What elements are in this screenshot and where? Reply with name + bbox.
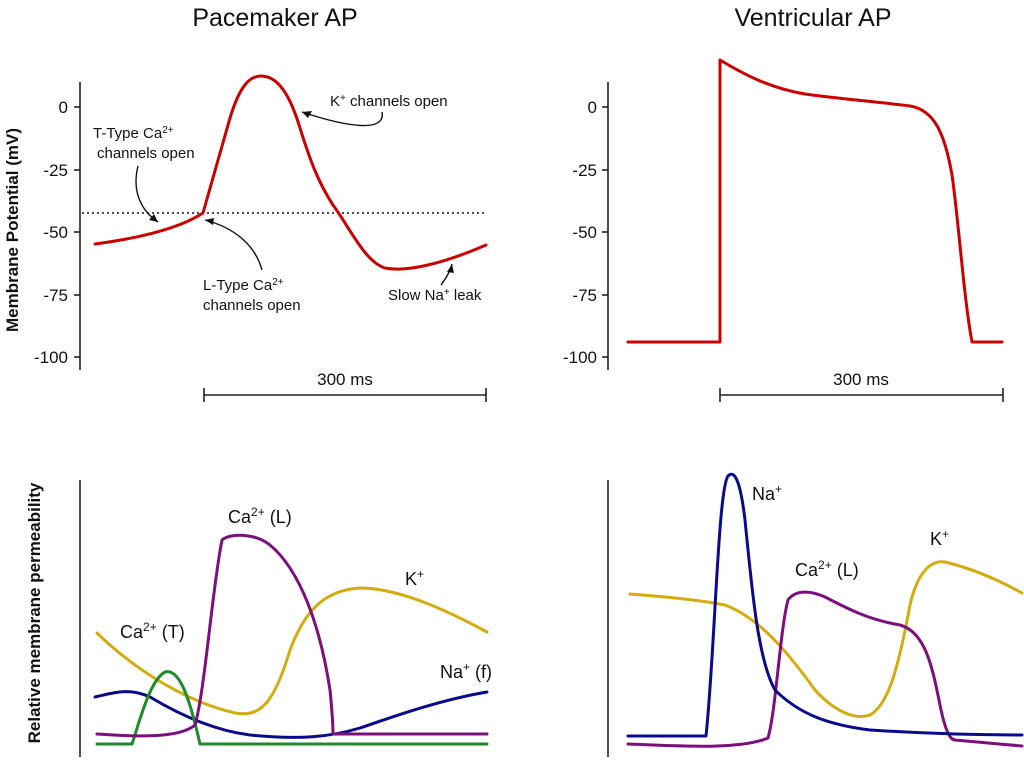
svg-text:300 ms: 300 ms <box>833 370 889 389</box>
pacemaker-ytick-4: -100 <box>34 348 68 367</box>
pacemaker-ca-t-curve <box>95 670 489 746</box>
label-ca-l: Ca2+ (L) <box>228 505 292 527</box>
pacemaker-ytick-0: 0 <box>59 98 68 117</box>
ventricular-ap-curve <box>626 58 1004 344</box>
svg-text:Na+: Na+ <box>752 482 782 504</box>
svg-text:Na+ (f): Na+ (f) <box>440 660 492 682</box>
pacemaker-title: Pacemaker AP <box>192 4 357 32</box>
permeability-axis-label: Relative membrane permeability <box>25 482 44 743</box>
ventricular-ytick-0: 0 <box>588 98 597 117</box>
ventricular-ytick-4: -100 <box>563 348 597 367</box>
svg-text:K+: K+ <box>405 567 424 589</box>
svg-text:300 ms: 300 ms <box>317 370 373 389</box>
pacemaker-ytick-2: -50 <box>43 223 68 242</box>
label-ca-t: Ca2+ (T) <box>120 620 185 642</box>
pacemaker-na-curve <box>93 690 489 739</box>
pacemaker-ap-curve <box>93 74 488 271</box>
ventricular-ytick-3: -75 <box>572 286 597 305</box>
svg-text:Slow Na+ leak: Slow Na+ leak <box>388 287 482 305</box>
ventricular-title: Ventricular AP <box>734 4 891 32</box>
svg-text:channels open: channels open <box>203 297 301 314</box>
ventricular-y-axis: 0 -25 -50 -75 -100 <box>563 82 609 370</box>
ventricular-scale-bar: 300 ms <box>719 370 1004 402</box>
ventricular-ca-l-curve <box>626 590 1024 748</box>
pacemaker-ytick-1: -25 <box>43 161 68 180</box>
svg-text:K+ channels open: K+ channels open <box>330 93 448 111</box>
pacemaker-scale-bar: 300 ms <box>203 370 487 402</box>
label-v-na: Na+ <box>752 482 782 504</box>
k-channels-annotation: K+ channels open <box>301 93 448 127</box>
pacemaker-ca-l-curve <box>95 533 489 738</box>
svg-text:channels open: channels open <box>97 145 195 162</box>
ventricular-ytick-1: -25 <box>572 161 597 180</box>
ventricular-na-curve <box>626 472 1024 738</box>
label-k: K+ <box>405 567 424 589</box>
membrane-potential-axis-label: Membrane Potential (mV) <box>3 128 22 332</box>
pacemaker-k-curve <box>95 586 489 716</box>
svg-text:Ca2+ (L): Ca2+ (L) <box>795 558 859 580</box>
l-type-annotation: L-Type Ca2+ channels open <box>203 218 301 314</box>
label-na-f: Na+ (f) <box>440 660 492 682</box>
svg-text:Ca2+ (T): Ca2+ (T) <box>120 620 185 642</box>
svg-text:Ca2+ (L): Ca2+ (L) <box>228 505 292 527</box>
ventricular-k-curve <box>628 560 1024 718</box>
t-type-annotation: T-Type Ca2+ channels open <box>93 125 195 223</box>
ventricular-ytick-2: -50 <box>572 223 597 242</box>
svg-text:T-Type Ca2+: T-Type Ca2+ <box>93 125 174 143</box>
label-v-ca-l: Ca2+ (L) <box>795 558 859 580</box>
slow-na-annotation: Slow Na+ leak <box>388 263 482 305</box>
pacemaker-ytick-3: -75 <box>43 286 68 305</box>
svg-text:L-Type Ca2+: L-Type Ca2+ <box>203 277 284 295</box>
label-v-k: K+ <box>930 527 949 549</box>
pacemaker-y-axis: 0 -25 -50 -75 -100 <box>34 82 81 370</box>
svg-text:K+: K+ <box>930 527 949 549</box>
